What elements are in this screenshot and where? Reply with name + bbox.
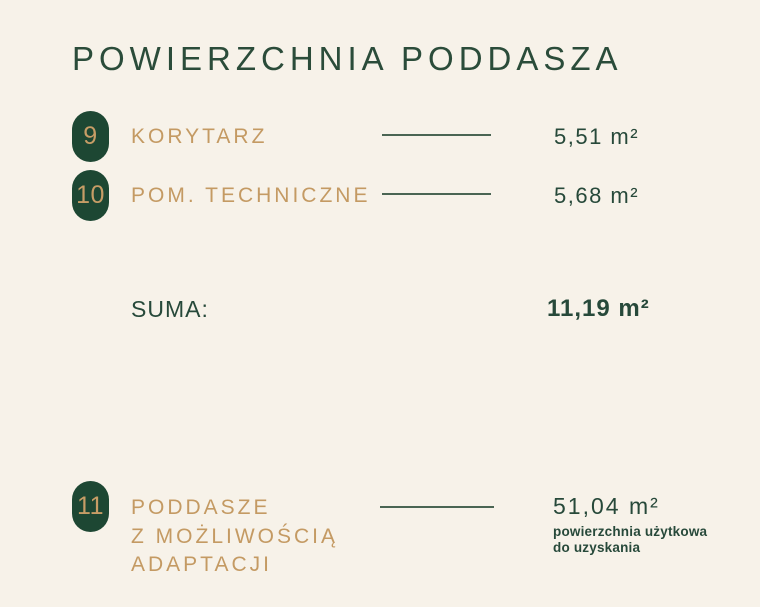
leader-line bbox=[380, 506, 494, 508]
room-name-line: ADAPTACJI bbox=[131, 553, 272, 576]
room-number-badge: 10 bbox=[72, 170, 109, 221]
area-note-line: do uzyskania bbox=[553, 540, 641, 555]
area-value: 5,51 m² bbox=[554, 124, 640, 149]
area-note-line: powierzchnia użytkowa bbox=[553, 524, 708, 539]
room-number-badge: 11 bbox=[72, 481, 109, 532]
sum-value: 11,19 m² bbox=[547, 295, 650, 322]
room-name-label: PODDASZE Z MOŻLIWOŚCIĄ ADAPTACJI bbox=[131, 494, 338, 580]
page-title: POWIERZCHNIA PODDASZA bbox=[72, 40, 623, 77]
sum-label: SUMA: bbox=[131, 296, 209, 322]
room-number-badge: 9 bbox=[72, 111, 109, 162]
area-value: 5,68 m² bbox=[554, 183, 640, 208]
room-name-label: POM. TECHNICZNE bbox=[131, 184, 371, 207]
area-note: powierzchnia użytkowa do uzyskania bbox=[553, 524, 707, 556]
area-value: 51,04 m² bbox=[553, 493, 660, 519]
area-value-block: 51,04 m² powierzchnia użytkowa do uzyska… bbox=[553, 492, 707, 556]
leader-line bbox=[382, 193, 491, 195]
leader-line bbox=[382, 134, 491, 136]
room-name-line: PODDASZE bbox=[131, 496, 271, 519]
room-name-label: KORYTARZ bbox=[131, 125, 268, 148]
room-name-line: Z MOŻLIWOŚCIĄ bbox=[131, 524, 338, 548]
